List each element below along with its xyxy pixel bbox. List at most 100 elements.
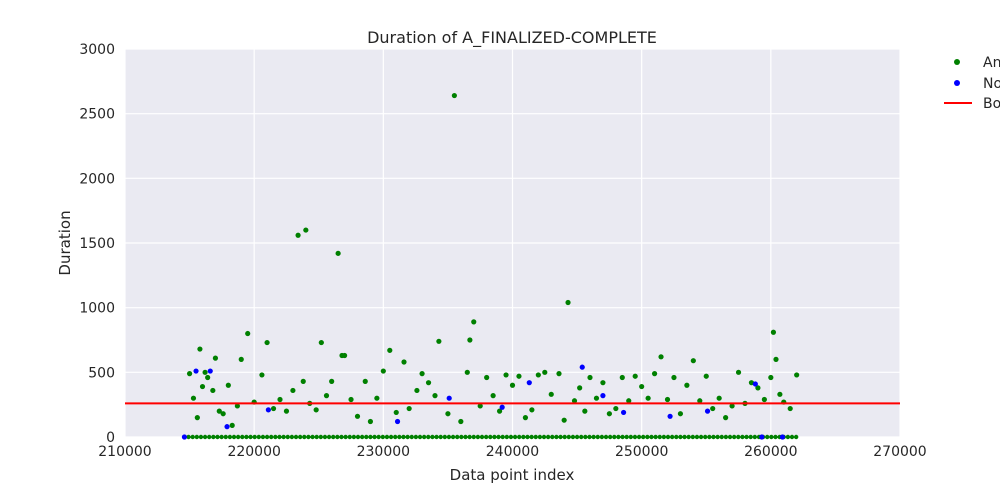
data-point-zero <box>570 434 576 440</box>
data-point-zero <box>583 434 588 440</box>
data-point-an <box>516 373 522 379</box>
data-point-zero <box>397 434 402 440</box>
data-point-zero <box>566 434 572 440</box>
data-point-an <box>561 417 567 423</box>
data-point-zero <box>645 434 650 440</box>
data-point-zero <box>554 434 559 440</box>
y-tick-label: 3000 <box>79 42 115 58</box>
data-point-no <box>779 434 786 440</box>
data-point-an <box>577 385 583 391</box>
legend-label-bo: Bo <box>983 96 1000 112</box>
x-tick-label: 270000 <box>873 444 926 460</box>
data-point-no <box>207 368 213 374</box>
data-point-zero <box>715 434 720 440</box>
data-point-an <box>202 369 208 375</box>
data-point-zero <box>529 434 534 440</box>
data-point-no <box>579 364 585 370</box>
data-point-an <box>419 371 425 377</box>
data-point-zero <box>595 434 600 440</box>
data-point-an <box>335 250 341 256</box>
data-point-zero <box>674 434 679 440</box>
data-point-zero <box>550 434 555 440</box>
data-point-zero <box>430 434 435 440</box>
data-point-an <box>451 92 457 99</box>
x-tick-label: 240000 <box>486 444 539 460</box>
data-point-zero <box>384 434 390 440</box>
data-point-an <box>229 422 235 428</box>
data-point-zero <box>306 434 311 440</box>
data-point-zero <box>541 434 547 440</box>
y-axis-ticks: 0 500 1000 1500 2000 2500 3000 <box>79 42 115 446</box>
data-point-zero <box>727 434 733 440</box>
data-point-an <box>186 371 193 377</box>
data-point-zero <box>574 434 580 440</box>
data-point-an <box>199 383 206 390</box>
data-point-zero <box>434 434 439 440</box>
data-point-an <box>197 346 203 352</box>
chart-title: Duration of A_FINALIZED-COMPLETE <box>367 28 657 48</box>
data-point-an <box>619 374 625 381</box>
data-point-zero <box>380 434 386 440</box>
data-point-zero <box>500 434 505 440</box>
data-point-an <box>651 371 658 377</box>
data-point-zero <box>252 434 257 440</box>
data-point-zero <box>765 434 770 440</box>
data-point-zero <box>624 434 629 440</box>
data-point-an <box>295 232 301 238</box>
data-point-zero <box>322 434 328 440</box>
data-point-zero <box>351 434 357 440</box>
data-point-an <box>677 411 684 417</box>
legend-marker-an <box>954 59 960 65</box>
data-point-an <box>600 380 606 386</box>
data-point-zero <box>459 434 464 440</box>
data-point-an <box>658 354 664 360</box>
data-point-zero <box>694 434 700 440</box>
data-point-zero <box>661 434 667 440</box>
data-point-zero <box>719 434 724 440</box>
data-point-zero <box>483 434 489 440</box>
data-point-zero <box>492 434 497 440</box>
data-point-zero <box>343 434 348 440</box>
data-point-zero <box>269 434 274 440</box>
data-point-an <box>542 369 548 375</box>
data-point-zero <box>707 434 712 440</box>
data-point-an <box>522 415 529 421</box>
data-point-zero <box>653 434 658 440</box>
data-point-an <box>671 374 677 381</box>
data-point-zero <box>690 434 696 440</box>
data-point-an <box>380 368 386 374</box>
data-point-zero <box>310 434 315 440</box>
data-point-zero <box>231 434 237 440</box>
data-points <box>181 92 800 440</box>
data-point-an <box>535 372 541 378</box>
data-point-an <box>277 396 283 403</box>
data-point-zero <box>194 434 200 440</box>
data-point-an <box>374 395 380 401</box>
data-point-zero <box>289 434 295 440</box>
data-point-zero <box>599 434 605 440</box>
data-point-zero <box>372 434 377 440</box>
data-point-zero <box>401 434 406 440</box>
data-point-zero <box>347 434 352 440</box>
data-point-zero <box>215 434 220 440</box>
data-point-an <box>664 396 671 403</box>
data-point-no <box>667 413 673 419</box>
data-point-an <box>716 395 722 401</box>
data-point-zero <box>793 434 799 440</box>
data-point-zero <box>256 434 262 440</box>
data-point-an <box>761 396 767 403</box>
data-point-an <box>467 337 473 343</box>
data-point-no <box>759 434 765 440</box>
data-point-zero <box>789 434 795 440</box>
data-point-an <box>238 356 244 362</box>
data-point-zero <box>488 434 493 440</box>
data-point-an <box>477 403 483 409</box>
data-point-zero <box>545 434 551 440</box>
data-point-zero <box>314 434 319 440</box>
data-point-zero <box>785 434 791 440</box>
data-point-zero <box>736 434 741 440</box>
data-point-zero <box>632 434 638 440</box>
data-point-zero <box>335 434 340 440</box>
data-point-an <box>787 405 793 412</box>
data-point-zero <box>669 434 675 440</box>
